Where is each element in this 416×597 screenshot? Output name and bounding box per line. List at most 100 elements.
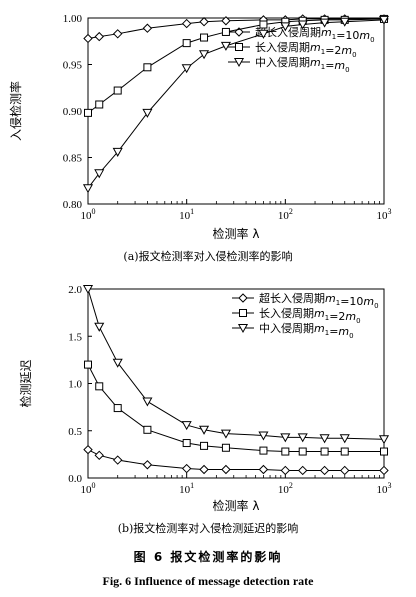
data-point: [259, 446, 268, 455]
series-line: [87, 449, 384, 471]
y-tick-label: 1.0: [68, 379, 82, 391]
data-point: [258, 464, 269, 475]
y-tick-label: 2.0: [68, 284, 82, 296]
data-point: [200, 441, 209, 450]
data-point: [199, 464, 209, 475]
x-tick-label: 103: [377, 207, 392, 222]
data-point: [142, 108, 153, 118]
y-axis-label: 入侵检测率: [8, 81, 23, 141]
data-point: [198, 50, 210, 60]
data-point: [340, 465, 350, 476]
data-point: [297, 433, 308, 443]
data-point: [380, 447, 388, 456]
legend-label: 超长入侵周期m1=10m0: [259, 291, 379, 310]
chart-a-caption: (a)报文检测率对入侵检测率的影响: [123, 250, 293, 263]
legend-label: 长入侵周期m1=2m0: [259, 307, 361, 325]
x-tick-label: 103: [377, 481, 392, 496]
data-point: [113, 404, 122, 413]
data-point: [297, 20, 308, 30]
data-point: [221, 464, 231, 475]
y-axis-label: 检测延迟: [18, 359, 33, 407]
data-point: [94, 169, 105, 179]
data-point: [112, 455, 123, 465]
data-point: [379, 465, 389, 476]
data-point: [84, 360, 92, 369]
data-point: [259, 20, 268, 29]
y-tick-label: 0.95: [63, 60, 83, 72]
data-point: [82, 285, 94, 295]
data-point: [258, 29, 269, 39]
y-tick-label: 0.0: [68, 473, 82, 485]
data-point: [280, 22, 291, 32]
data-point: [200, 33, 209, 42]
data-point: [95, 100, 104, 109]
data-point: [82, 184, 94, 194]
data-point: [95, 382, 104, 391]
data-point: [280, 465, 291, 476]
y-tick-label: 0.90: [63, 106, 83, 118]
data-point: [112, 29, 123, 39]
data-point: [83, 33, 93, 44]
data-point: [143, 63, 152, 72]
data-point: [220, 429, 231, 439]
data-point: [339, 434, 350, 444]
legend-label: 长入侵周期m1=2m0: [255, 41, 357, 59]
data-point: [94, 322, 105, 332]
data-point: [112, 358, 123, 368]
data-point: [220, 41, 231, 51]
data-point: [142, 397, 153, 407]
data-point: [221, 16, 231, 26]
data-point: [319, 465, 330, 476]
x-tick-label: 102: [278, 207, 293, 222]
data-point: [182, 39, 191, 48]
data-point: [181, 18, 192, 29]
data-point: [339, 17, 350, 27]
data-point: [181, 463, 192, 474]
legend-marker: [239, 309, 247, 317]
data-point: [320, 447, 329, 456]
legend-marker: [233, 58, 245, 68]
series-square: [84, 360, 388, 456]
data-point: [143, 425, 152, 434]
legend-marker: [238, 293, 248, 303]
data-point: [94, 450, 104, 461]
data-point: [83, 444, 93, 455]
y-tick-label: 0.5: [68, 426, 82, 438]
data-point: [319, 434, 330, 444]
x-tick-label: 102: [278, 481, 293, 496]
x-axis-label: 检测率 λ: [213, 226, 260, 241]
y-tick-label: 1.00: [63, 13, 83, 25]
figure-title-cn: 图 6 报文检测率的影响: [133, 550, 283, 564]
figure-title-en: Fig. 6 Influence of message detection ra…: [102, 574, 314, 588]
data-point: [340, 447, 349, 456]
data-point: [221, 443, 230, 452]
data-point: [94, 31, 104, 42]
data-point: [199, 17, 209, 27]
x-axis-label: 检测率 λ: [213, 498, 260, 513]
y-tick-label: 0.80: [63, 199, 83, 211]
x-tick-label: 100: [81, 481, 96, 496]
series-diamond: [83, 444, 389, 476]
legend-marker: [237, 324, 249, 334]
data-point: [198, 425, 210, 435]
data-point: [319, 18, 330, 28]
data-point: [181, 64, 192, 74]
legend-marker: [235, 43, 243, 51]
legend-label: 超长入侵周期m1=10m0: [255, 25, 375, 44]
data-point: [258, 431, 269, 441]
data-point: [181, 421, 192, 431]
data-point: [298, 465, 308, 476]
legend-label: 中入侵周期m1=m0: [259, 322, 354, 340]
data-point: [113, 86, 122, 95]
data-point: [281, 447, 290, 456]
x-tick-label: 100: [81, 207, 96, 222]
data-point: [378, 435, 390, 445]
legend-label: 中入侵周期m1=m0: [255, 56, 350, 74]
x-tick-label: 101: [179, 481, 194, 496]
data-point: [142, 460, 153, 470]
series-triangle-down: [82, 285, 390, 445]
chart-b: 0.0 0.5 1.0 1.5 2.0 100 101 102 103 检测率 λ 检测延迟 超长入侵…: [18, 284, 392, 513]
chart-a: 0.80 0.85 0.90 0.95 1.00 100 101 102 103 检测率 λ 入侵检…: [8, 13, 392, 241]
data-point: [112, 147, 123, 157]
